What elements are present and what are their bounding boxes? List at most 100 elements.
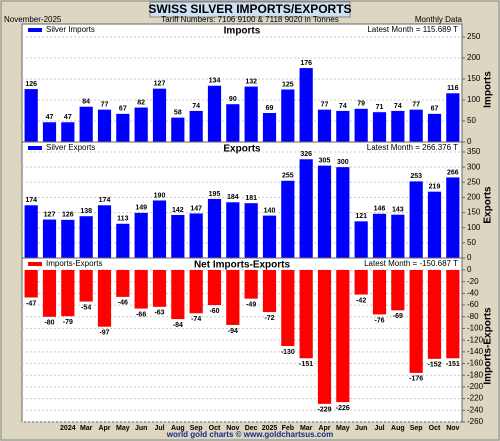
value-label: -151 <box>446 361 460 368</box>
bar <box>152 200 167 258</box>
value-label: 77 <box>321 102 329 109</box>
value-label: 74 <box>394 103 402 110</box>
y-tick-label: 0 <box>467 137 472 146</box>
bar <box>391 110 405 142</box>
x-tick-label: Sep <box>410 425 423 432</box>
y-tick-label: 100 <box>467 95 481 104</box>
bar <box>409 270 423 373</box>
value-label: -80 <box>44 320 54 327</box>
value-label: 219 <box>429 184 441 191</box>
value-label: -72 <box>264 315 274 322</box>
date: November-2025 <box>4 15 62 24</box>
subtitle: Tariff Numbers: 7106 9100 & 7118 9020 in… <box>161 15 338 24</box>
value-label: -152 <box>427 362 441 369</box>
bar <box>262 113 277 142</box>
value-label: 126 <box>62 212 74 219</box>
value-label: -49 <box>246 301 256 308</box>
bar <box>446 177 460 258</box>
y-tick-label: 300 <box>467 162 481 171</box>
bar <box>61 270 75 317</box>
bar <box>152 88 167 142</box>
y-tick-label: -40 <box>467 288 479 297</box>
bar <box>189 213 203 258</box>
bar <box>226 270 240 325</box>
y-tick-label: -60 <box>467 300 479 309</box>
y-tick-label: -120 <box>467 335 484 344</box>
bar <box>391 270 405 311</box>
bar <box>134 270 148 309</box>
value-label: -226 <box>336 405 350 412</box>
value-label: 255 <box>282 173 294 180</box>
bar <box>97 270 112 327</box>
bar <box>79 106 93 142</box>
bar <box>409 181 423 258</box>
bar <box>317 270 332 404</box>
x-tick-label: 2024 <box>60 425 76 432</box>
x-tick-label: Jul <box>374 425 384 432</box>
value-label: 146 <box>374 206 386 213</box>
value-label: 174 <box>99 197 111 204</box>
value-label: 305 <box>319 157 331 164</box>
value-label: -54 <box>81 304 91 311</box>
bar <box>171 117 185 142</box>
bar <box>354 270 368 295</box>
bar <box>207 270 222 306</box>
bar <box>207 85 222 142</box>
y-tick-label: 50 <box>467 238 476 247</box>
value-label: 190 <box>154 192 166 199</box>
legend-swatch <box>28 262 42 266</box>
x-tick-label: Apr <box>318 425 330 432</box>
value-label: 300 <box>337 159 349 166</box>
legend-swatch <box>28 146 42 150</box>
x-tick-label: Jun <box>135 425 147 432</box>
x-tick-label: Oct <box>209 425 221 432</box>
y-tick-label: 350 <box>467 147 481 156</box>
value-label: 121 <box>355 213 367 220</box>
value-label: 69 <box>266 105 274 112</box>
value-label: 132 <box>245 78 257 85</box>
value-label: 74 <box>339 103 347 110</box>
bar <box>61 219 75 258</box>
bar <box>336 110 350 142</box>
value-label: -74 <box>191 316 201 323</box>
y-tick-label: -240 <box>467 405 484 414</box>
bar <box>372 112 387 142</box>
bar <box>61 122 75 142</box>
x-tick-label: Oct <box>429 425 441 432</box>
y-tick-label: 250 <box>467 177 481 186</box>
bar <box>299 159 313 258</box>
value-label: 174 <box>25 197 37 204</box>
value-label: 181 <box>245 195 257 202</box>
y-tick-label: -180 <box>467 370 484 379</box>
y-tick-label: -140 <box>467 347 484 356</box>
y-tick-label: -260 <box>467 417 484 426</box>
value-label: 47 <box>64 114 72 121</box>
bar <box>354 221 368 258</box>
value-label: 253 <box>410 173 422 180</box>
bar <box>79 270 93 302</box>
value-label: 77 <box>412 102 420 109</box>
y-tick-label: 200 <box>467 193 481 202</box>
bar <box>372 270 387 315</box>
frequency: Monthly Data <box>415 15 463 24</box>
value-label: 82 <box>137 99 145 106</box>
y-tick-label: 100 <box>467 223 481 232</box>
bar <box>336 270 350 403</box>
value-label: -84 <box>173 322 183 329</box>
value-label: -47 <box>26 300 36 307</box>
value-label: 113 <box>117 216 128 223</box>
x-tick-label: Nov <box>226 425 239 432</box>
value-label: 143 <box>392 207 404 214</box>
bar <box>152 270 167 307</box>
value-label: -176 <box>409 376 423 383</box>
value-label: 149 <box>135 205 147 212</box>
bar <box>171 214 185 258</box>
x-tick-label: 2025 <box>262 425 278 432</box>
bar <box>446 93 460 142</box>
legend-label: Silver Exports <box>46 143 95 152</box>
panel-title: Imports <box>224 26 261 37</box>
x-tick-label: May <box>336 425 350 432</box>
bar <box>427 191 442 258</box>
value-label: 84 <box>82 99 90 106</box>
